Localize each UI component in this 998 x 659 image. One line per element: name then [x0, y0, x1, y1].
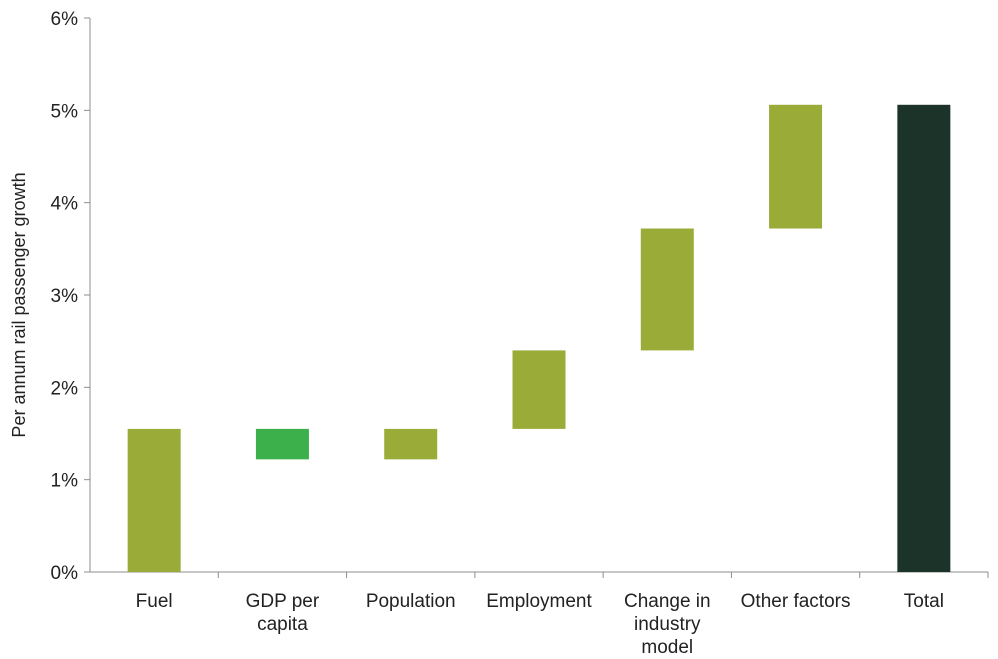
y-axis: 0% 1% 2% 3% 4% 5% 6%	[51, 9, 91, 584]
bar	[384, 428, 438, 460]
x-category-label: model	[641, 637, 693, 658]
bars	[127, 104, 951, 572]
bar	[897, 104, 951, 572]
x-category-label: Fuel	[136, 591, 173, 612]
bar	[255, 428, 309, 460]
x-category-label: Employment	[486, 591, 592, 612]
x-category-label: industry	[634, 614, 701, 635]
x-category-label: Total	[904, 591, 944, 612]
y-tick-label: 4%	[51, 194, 79, 215]
bar	[640, 228, 694, 351]
y-tick-label: 1%	[51, 471, 79, 492]
x-category-label: Population	[366, 591, 456, 612]
x-category-label: capita	[257, 614, 308, 635]
x-category-label: GDP per	[246, 591, 320, 612]
x-axis	[90, 571, 989, 578]
y-tick-label: 6%	[51, 9, 79, 30]
y-tick-label: 5%	[51, 101, 79, 122]
x-category-label: Change in	[624, 591, 711, 612]
y-tick-label: 2%	[51, 378, 79, 399]
y-axis-title: Per annum rail passenger growth	[9, 172, 29, 437]
bar	[512, 350, 566, 429]
y-tick-label: 0%	[51, 563, 79, 584]
bar	[127, 428, 181, 572]
y-tick-label: 3%	[51, 286, 79, 307]
bar	[769, 104, 823, 229]
x-category-label: Other factors	[741, 591, 851, 612]
